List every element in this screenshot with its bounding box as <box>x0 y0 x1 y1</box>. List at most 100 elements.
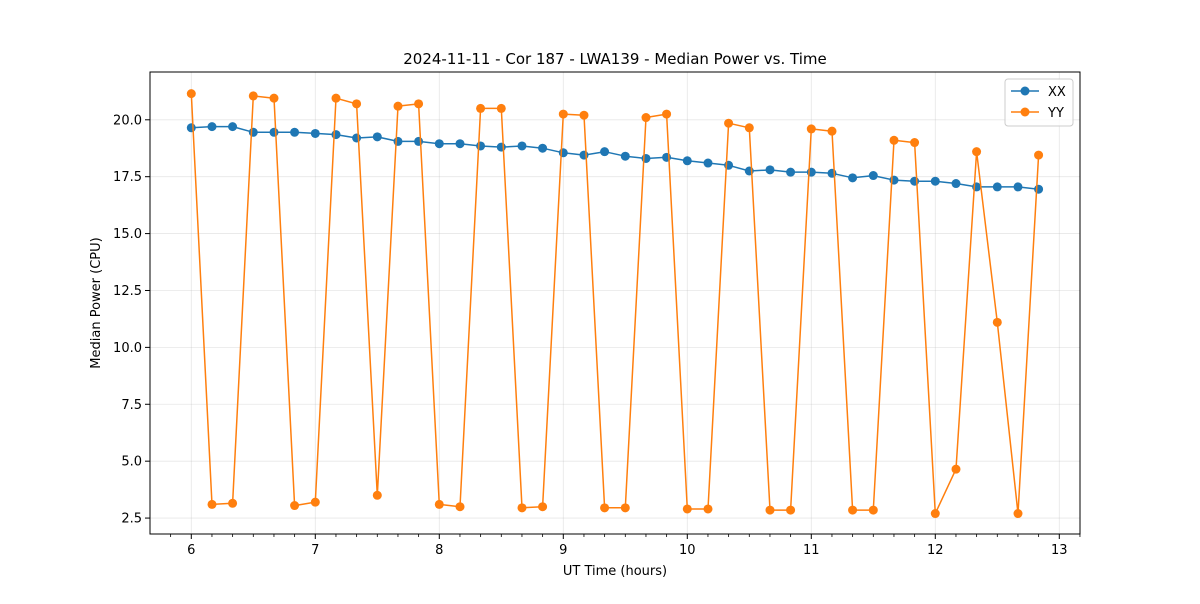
y-tick-label: 20.0 <box>113 113 142 128</box>
data-point-xx <box>517 141 527 151</box>
data-point-yy <box>806 124 816 134</box>
data-point-xx <box>310 128 320 138</box>
data-point-yy <box>269 93 279 103</box>
data-point-yy <box>455 502 465 512</box>
data-point-xx <box>496 142 506 152</box>
data-point-yy <box>786 505 796 515</box>
data-point-xx <box>620 151 630 161</box>
data-point-yy <box>310 497 320 507</box>
data-point-yy <box>1034 150 1044 160</box>
data-point-yy <box>765 505 775 515</box>
x-tick-label: 12 <box>927 543 944 558</box>
data-point-yy <box>352 99 362 109</box>
data-point-yy <box>372 490 382 500</box>
legend-xx-marker <box>1020 86 1030 96</box>
data-point-xx <box>269 127 279 137</box>
x-tick-label: 8 <box>435 543 443 558</box>
x-tick-label: 7 <box>311 543 319 558</box>
y-tick-label: 12.5 <box>113 284 142 299</box>
y-tick-label: 17.5 <box>113 170 142 185</box>
data-point-xx <box>1034 184 1044 194</box>
data-point-xx <box>476 141 486 151</box>
data-point-yy <box>207 499 217 509</box>
data-point-yy <box>1013 509 1023 519</box>
x-axis-label: UT Time (hours) <box>563 564 667 579</box>
x-tick-label: 9 <box>559 543 567 558</box>
data-point-xx <box>538 143 548 153</box>
data-point-yy <box>579 110 589 120</box>
data-point-xx <box>1013 182 1023 192</box>
data-point-xx <box>930 176 940 186</box>
data-point-xx <box>765 165 775 175</box>
data-point-yy <box>703 504 713 514</box>
x-tick-label: 10 <box>679 543 696 558</box>
y-tick-label: 2.5 <box>121 512 142 527</box>
data-point-yy <box>414 99 424 109</box>
data-point-xx <box>372 132 382 142</box>
data-point-yy <box>682 504 692 514</box>
x-tick-label: 11 <box>803 543 820 558</box>
legend-yy-marker <box>1020 107 1030 117</box>
data-point-yy <box>393 101 403 111</box>
data-point-yy <box>910 138 920 148</box>
data-point-xx <box>352 133 362 143</box>
data-point-xx <box>414 136 424 146</box>
series-layer <box>186 89 1044 519</box>
data-point-xx <box>951 179 961 189</box>
y-tick-label: 10.0 <box>113 341 142 356</box>
y-axis-label: Median Power (CPU) <box>89 237 104 368</box>
data-point-yy <box>620 503 630 513</box>
data-point-xx <box>393 136 403 146</box>
x-tick-label: 13 <box>1051 543 1068 558</box>
data-point-yy <box>972 147 982 157</box>
data-point-yy <box>600 503 610 513</box>
data-point-xx <box>331 130 341 140</box>
data-point-xx <box>186 123 196 133</box>
x-tick-label: 6 <box>187 543 195 558</box>
data-point-xx <box>703 158 713 168</box>
data-point-xx <box>228 122 238 132</box>
data-point-xx <box>848 173 858 183</box>
data-point-yy <box>248 91 258 101</box>
legend-yy-label: YY <box>1047 106 1064 121</box>
data-point-yy <box>662 109 672 119</box>
data-point-yy <box>538 502 548 512</box>
data-point-yy <box>476 103 486 113</box>
data-point-xx <box>641 153 651 163</box>
y-tick-label: 7.5 <box>121 398 142 413</box>
y-tick-label: 15.0 <box>113 227 142 242</box>
data-point-yy <box>724 118 734 128</box>
data-point-xx <box>868 171 878 181</box>
data-point-yy <box>558 109 568 119</box>
data-point-yy <box>827 126 837 136</box>
data-point-yy <box>641 113 651 123</box>
data-point-xx <box>434 139 444 149</box>
data-point-yy <box>848 505 858 515</box>
data-point-yy <box>930 509 940 519</box>
data-point-yy <box>744 123 754 133</box>
y-tick-label: 5.0 <box>121 455 142 470</box>
data-point-yy <box>992 317 1002 327</box>
data-point-xx <box>455 139 465 149</box>
data-point-xx <box>786 167 796 177</box>
data-point-xx <box>910 176 920 186</box>
data-point-yy <box>517 503 527 513</box>
data-point-xx <box>558 148 568 158</box>
data-point-xx <box>600 147 610 157</box>
data-point-xx <box>207 122 217 132</box>
data-point-xx <box>248 127 258 137</box>
data-point-yy <box>228 498 238 508</box>
data-point-yy <box>434 499 444 509</box>
data-point-yy <box>496 103 506 113</box>
data-point-xx <box>682 156 692 166</box>
data-point-xx <box>290 127 300 137</box>
legend: XX YY <box>1004 78 1074 127</box>
data-point-yy <box>889 135 899 145</box>
legend-xx-label: XX <box>1048 85 1066 100</box>
data-point-xx <box>992 182 1002 192</box>
data-point-yy <box>331 93 341 103</box>
data-point-yy <box>186 89 196 99</box>
